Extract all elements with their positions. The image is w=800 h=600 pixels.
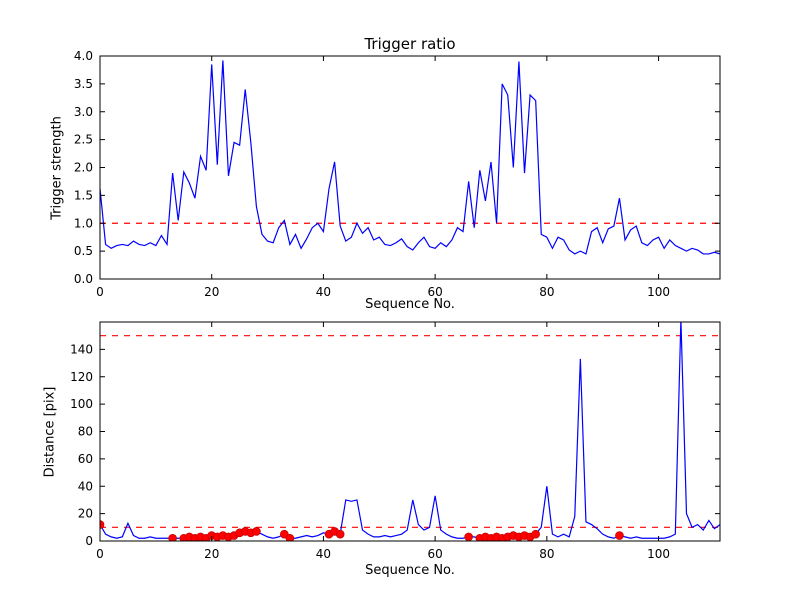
y-tick-label: 0.5 <box>74 244 93 258</box>
trigger-strength-plot-area <box>100 60 720 255</box>
x-tick-label: 60 <box>427 547 442 561</box>
data-marker <box>285 533 295 541</box>
x-tick-label: 40 <box>316 285 331 299</box>
x-tick-label: 80 <box>539 285 554 299</box>
data-line <box>100 60 720 255</box>
axes-frame <box>99 55 721 280</box>
y-tick-label: 20 <box>78 507 93 521</box>
data-marker <box>252 527 261 536</box>
y-tick-label: 1.5 <box>74 188 93 202</box>
data-line <box>100 322 720 539</box>
x-tick-label: 100 <box>647 547 670 561</box>
data-marker <box>335 529 345 539</box>
x-tick-label: 100 <box>647 285 670 299</box>
y-tick-label: 0.0 <box>74 272 93 286</box>
bottom-x-axis-label: Sequence No. <box>365 563 455 578</box>
x-tick-label: 40 <box>316 547 331 561</box>
x-tick-label: 80 <box>539 547 554 561</box>
y-tick-label: 3.0 <box>74 105 93 119</box>
y-tick-label: 4.0 <box>74 49 93 63</box>
y-tick-label: 0 <box>85 534 93 548</box>
top-x-axis-label: Sequence No. <box>365 297 455 312</box>
y-tick-label: 100 <box>70 397 93 411</box>
y-tick-label: 3.5 <box>74 77 93 91</box>
distance-plot-area <box>100 322 720 541</box>
data-marker <box>464 532 473 541</box>
top-y-axis-label: Trigger strength <box>49 116 65 220</box>
bottom-y-axis-label: Distance [pix] <box>42 386 58 478</box>
data-marker <box>168 533 177 541</box>
x-tick-label: 20 <box>204 285 219 299</box>
y-tick-label: 80 <box>78 425 93 439</box>
y-tick-label: 60 <box>78 452 93 466</box>
y-tick-label: 2.5 <box>74 133 93 147</box>
data-marker <box>531 529 540 539</box>
data-marker <box>615 531 624 540</box>
axes-frame <box>99 321 721 542</box>
y-tick-label: 2.0 <box>74 161 93 175</box>
x-tick-label: 0 <box>96 285 104 299</box>
x-tick-label: 20 <box>204 547 219 561</box>
y-tick-label: 140 <box>70 342 93 356</box>
data-marker <box>100 520 105 529</box>
y-tick-label: 120 <box>70 370 93 384</box>
x-tick-label: 0 <box>96 547 104 561</box>
y-tick-label: 40 <box>78 479 93 493</box>
y-tick-label: 1.0 <box>74 216 93 230</box>
x-tick-label: 60 <box>427 285 442 299</box>
chart-title: Trigger ratio <box>364 35 456 53</box>
